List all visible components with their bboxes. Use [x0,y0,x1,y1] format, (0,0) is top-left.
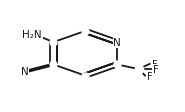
Text: N: N [113,38,121,48]
Text: F: F [153,64,158,74]
Text: N: N [21,66,28,76]
Text: F: F [152,59,157,69]
Text: F: F [147,71,153,81]
Text: H₂N: H₂N [22,29,42,39]
